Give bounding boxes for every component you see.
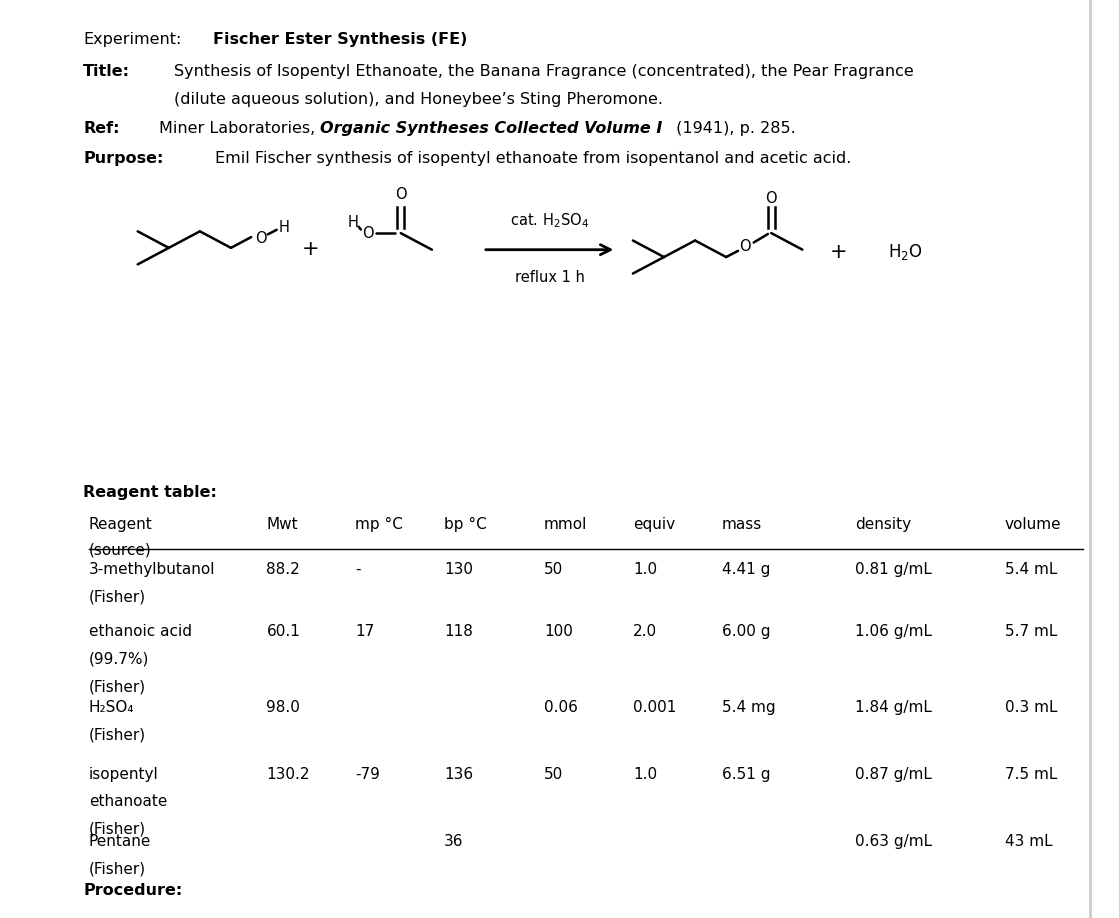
Text: 88.2: 88.2 bbox=[266, 562, 300, 577]
Text: O: O bbox=[765, 191, 777, 206]
Text: 1.06 g/mL: 1.06 g/mL bbox=[855, 624, 932, 639]
Text: 1.0: 1.0 bbox=[633, 562, 657, 577]
Text: 6.00 g: 6.00 g bbox=[722, 624, 770, 639]
Text: Emil Fischer synthesis of isopentyl ethanoate from isopentanol and acetic acid.: Emil Fischer synthesis of isopentyl etha… bbox=[215, 151, 852, 165]
Text: 6.51 g: 6.51 g bbox=[722, 767, 770, 781]
Text: equiv: equiv bbox=[633, 517, 675, 532]
Text: Purpose:: Purpose: bbox=[83, 151, 163, 165]
Text: 0.06: 0.06 bbox=[544, 700, 577, 714]
Text: mass: mass bbox=[722, 517, 762, 532]
Text: H₂SO₄: H₂SO₄ bbox=[88, 700, 134, 714]
Text: 36: 36 bbox=[444, 834, 463, 848]
Text: +: + bbox=[302, 239, 320, 259]
Text: Organic Syntheses Collected Volume I: Organic Syntheses Collected Volume I bbox=[320, 121, 662, 136]
Text: H$_2$O: H$_2$O bbox=[888, 242, 923, 263]
Text: Ref:: Ref: bbox=[83, 121, 120, 136]
Text: O: O bbox=[739, 239, 751, 253]
Text: 7.5 mL: 7.5 mL bbox=[1005, 767, 1057, 781]
Text: 43 mL: 43 mL bbox=[1005, 834, 1053, 848]
Text: (1941), p. 285.: (1941), p. 285. bbox=[670, 121, 796, 136]
Text: 0.87 g/mL: 0.87 g/mL bbox=[855, 767, 932, 781]
Text: 0.63 g/mL: 0.63 g/mL bbox=[855, 834, 932, 848]
Text: 130.2: 130.2 bbox=[266, 767, 310, 781]
Text: (Fisher): (Fisher) bbox=[88, 822, 145, 836]
Text: 2.0: 2.0 bbox=[633, 624, 657, 639]
Text: isopentyl: isopentyl bbox=[88, 767, 159, 781]
Text: Procedure:: Procedure: bbox=[83, 883, 182, 898]
Text: H: H bbox=[279, 220, 290, 235]
Text: Reagent table:: Reagent table: bbox=[83, 485, 217, 499]
Text: 5.7 mL: 5.7 mL bbox=[1005, 624, 1057, 639]
Text: 130: 130 bbox=[444, 562, 473, 577]
Text: 4.41 g: 4.41 g bbox=[722, 562, 770, 577]
Text: O: O bbox=[395, 187, 406, 202]
Text: O: O bbox=[361, 226, 374, 241]
Text: -: - bbox=[356, 562, 360, 577]
Text: 60.1: 60.1 bbox=[266, 624, 300, 639]
Text: 1.0: 1.0 bbox=[633, 767, 657, 781]
Text: Pentane: Pentane bbox=[88, 834, 151, 848]
Text: H: H bbox=[348, 215, 358, 230]
Text: 0.001: 0.001 bbox=[633, 700, 676, 714]
Text: 0.81 g/mL: 0.81 g/mL bbox=[855, 562, 932, 577]
Text: (99.7%): (99.7%) bbox=[88, 652, 149, 666]
Text: (Fisher): (Fisher) bbox=[88, 679, 145, 694]
Text: O: O bbox=[255, 230, 267, 245]
Text: (dilute aqueous solution), and Honeybee’s Sting Pheromone.: (dilute aqueous solution), and Honeybee’… bbox=[175, 92, 664, 106]
Text: 118: 118 bbox=[444, 624, 473, 639]
Text: Reagent: Reagent bbox=[88, 517, 152, 532]
Text: density: density bbox=[855, 517, 911, 532]
Text: Fischer Ester Synthesis (FE): Fischer Ester Synthesis (FE) bbox=[214, 32, 468, 47]
Text: (Fisher): (Fisher) bbox=[88, 727, 145, 742]
Text: 98.0: 98.0 bbox=[266, 700, 300, 714]
Text: Title:: Title: bbox=[83, 64, 130, 79]
Text: bp °C: bp °C bbox=[444, 517, 487, 532]
Text: 5.4 mg: 5.4 mg bbox=[722, 700, 775, 714]
Text: 50: 50 bbox=[544, 562, 563, 577]
Text: cat. H$_2$SO$_4$: cat. H$_2$SO$_4$ bbox=[510, 211, 589, 230]
Text: volume: volume bbox=[1005, 517, 1062, 532]
Text: Synthesis of Isopentyl Ethanoate, the Banana Fragrance (concentrated), the Pear : Synthesis of Isopentyl Ethanoate, the Ba… bbox=[175, 64, 914, 79]
Text: 1.84 g/mL: 1.84 g/mL bbox=[855, 700, 932, 714]
Text: Miner Laboratories,: Miner Laboratories, bbox=[159, 121, 320, 136]
Text: mmol: mmol bbox=[544, 517, 587, 532]
Text: ethanoate: ethanoate bbox=[88, 794, 167, 809]
Text: (source): (source) bbox=[88, 543, 151, 557]
Text: Mwt: Mwt bbox=[266, 517, 298, 532]
Text: 136: 136 bbox=[444, 767, 473, 781]
Text: +: + bbox=[829, 242, 847, 263]
Text: 50: 50 bbox=[544, 767, 563, 781]
Text: -79: -79 bbox=[356, 767, 380, 781]
Text: 5.4 mL: 5.4 mL bbox=[1005, 562, 1057, 577]
Text: mp °C: mp °C bbox=[356, 517, 403, 532]
Text: 0.3 mL: 0.3 mL bbox=[1005, 700, 1057, 714]
Text: Experiment:: Experiment: bbox=[83, 32, 181, 47]
Text: reflux 1 h: reflux 1 h bbox=[515, 270, 584, 285]
Text: 17: 17 bbox=[356, 624, 375, 639]
Text: 3-methylbutanol: 3-methylbutanol bbox=[88, 562, 215, 577]
Text: ethanoic acid: ethanoic acid bbox=[88, 624, 191, 639]
Text: (Fisher): (Fisher) bbox=[88, 861, 145, 876]
Text: 100: 100 bbox=[544, 624, 573, 639]
Text: (Fisher): (Fisher) bbox=[88, 589, 145, 604]
